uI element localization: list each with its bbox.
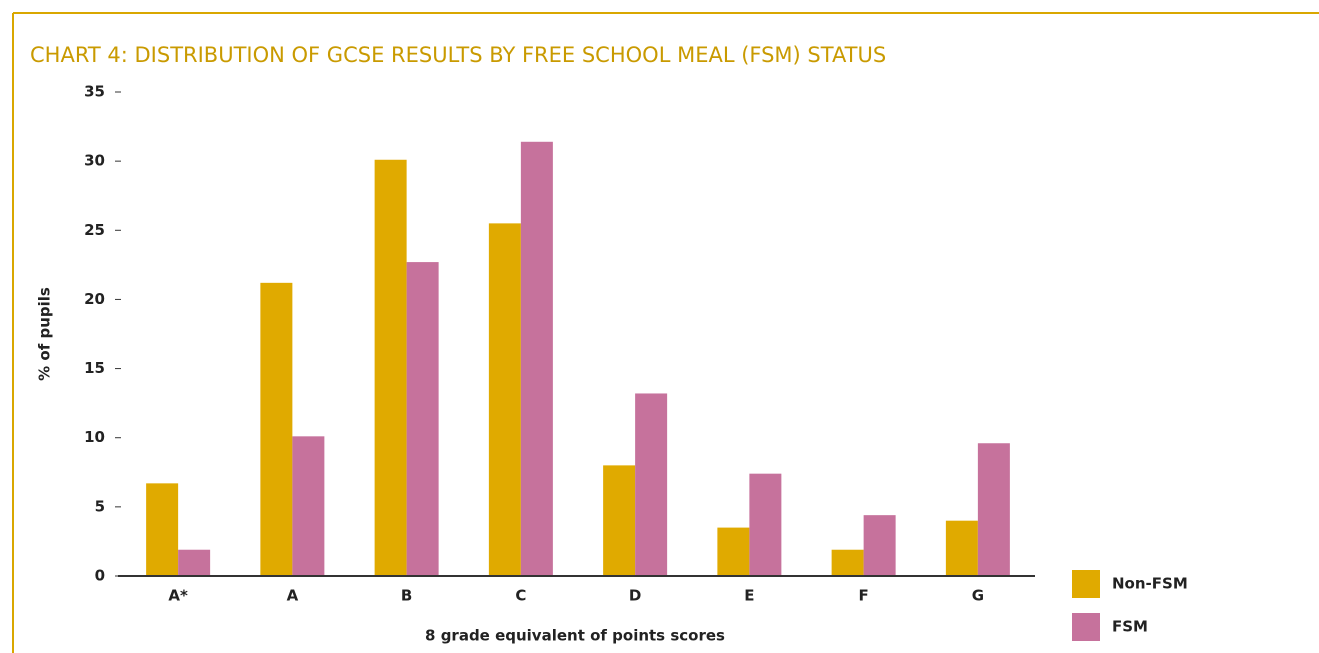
y-axis-title: % of pupils (36, 287, 54, 381)
bar (488, 223, 521, 576)
x-tick-label: A (287, 587, 299, 605)
legend-swatch (1072, 613, 1100, 641)
y-tick-label: 30 (84, 152, 105, 170)
bar (603, 465, 636, 576)
bar (178, 549, 211, 576)
legend-label: FSM (1112, 618, 1148, 636)
bar (863, 515, 896, 576)
bar (292, 436, 325, 576)
legend-swatch (1072, 570, 1100, 598)
bar (831, 549, 864, 576)
y-tick-label: 35 (84, 83, 105, 101)
bar (977, 443, 1010, 576)
bar (717, 527, 750, 576)
y-tick-label: 15 (84, 359, 105, 377)
bar (260, 282, 293, 576)
x-tick-label: A* (168, 587, 188, 605)
legend-label: Non-FSM (1112, 575, 1188, 593)
y-tick-label: 20 (84, 290, 105, 308)
y-tick-label: 10 (84, 428, 105, 446)
y-tick-label: 0 (95, 567, 105, 585)
bar (749, 473, 782, 576)
bar (406, 262, 439, 576)
y-tick-label: 5 (95, 497, 105, 515)
x-tick-label: D (629, 587, 641, 605)
bar (945, 520, 978, 576)
y-tick-label: 25 (84, 221, 105, 239)
x-axis-title: 8 grade equivalent of points scores (425, 627, 725, 645)
x-tick-label: F (859, 587, 869, 605)
chart-title: CHART 4: DISTRIBUTION OF GCSE RESULTS BY… (30, 43, 886, 67)
bar (520, 141, 553, 577)
x-tick-label: G (972, 587, 984, 605)
bar (374, 159, 407, 576)
bar (635, 393, 668, 576)
bar (146, 483, 179, 576)
x-tick-label: E (744, 587, 754, 605)
x-tick-label: B (401, 587, 412, 605)
x-tick-label: C (515, 587, 526, 605)
